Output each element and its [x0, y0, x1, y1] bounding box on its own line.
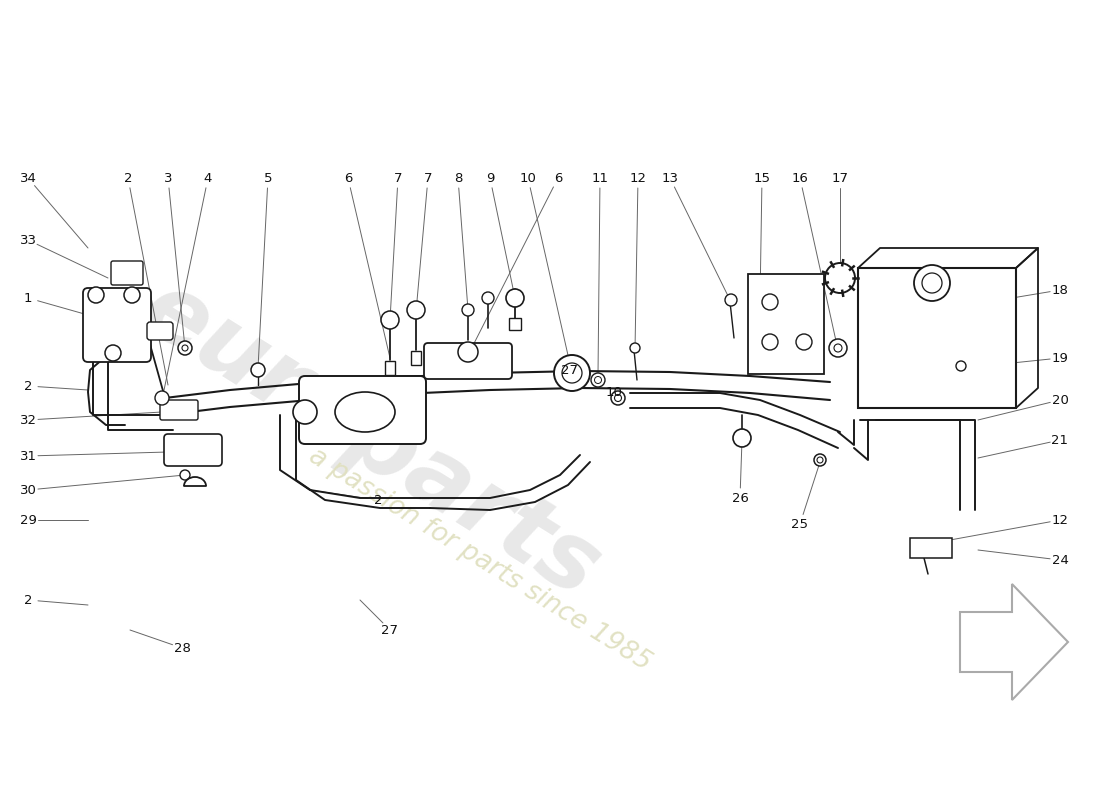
Circle shape	[462, 304, 474, 316]
Circle shape	[630, 343, 640, 353]
Text: 6: 6	[553, 171, 562, 185]
Circle shape	[381, 311, 399, 329]
Text: 31: 31	[20, 450, 36, 462]
Circle shape	[180, 470, 190, 480]
FancyBboxPatch shape	[424, 343, 512, 379]
Circle shape	[124, 287, 140, 303]
Circle shape	[458, 342, 478, 362]
FancyBboxPatch shape	[164, 434, 222, 466]
Text: 24: 24	[1052, 554, 1068, 566]
Text: 4: 4	[204, 171, 212, 185]
Circle shape	[610, 391, 625, 405]
Text: 27: 27	[561, 363, 579, 377]
FancyBboxPatch shape	[111, 261, 143, 285]
Circle shape	[554, 355, 590, 391]
Text: 10: 10	[519, 171, 537, 185]
Text: 1: 1	[24, 291, 32, 305]
Text: 2: 2	[374, 494, 383, 506]
Circle shape	[825, 263, 855, 293]
Text: 12: 12	[629, 171, 647, 185]
Circle shape	[182, 345, 188, 351]
Circle shape	[814, 454, 826, 466]
Text: 15: 15	[754, 171, 770, 185]
Circle shape	[796, 334, 812, 350]
Text: 33: 33	[20, 234, 36, 246]
Text: 11: 11	[592, 171, 608, 185]
Circle shape	[615, 394, 622, 402]
Circle shape	[562, 363, 582, 383]
Text: europarts: europarts	[124, 262, 616, 618]
Text: 21: 21	[1052, 434, 1068, 446]
Bar	[509, 318, 521, 330]
Text: 34: 34	[20, 171, 36, 185]
Circle shape	[293, 400, 317, 424]
Text: 25: 25	[792, 518, 808, 530]
FancyBboxPatch shape	[160, 400, 198, 420]
Bar	[411, 351, 421, 365]
Circle shape	[725, 294, 737, 306]
FancyBboxPatch shape	[82, 288, 151, 362]
Text: 18: 18	[1052, 283, 1068, 297]
Text: a passion for parts since 1985: a passion for parts since 1985	[305, 443, 656, 677]
Circle shape	[155, 391, 169, 405]
Circle shape	[762, 334, 778, 350]
Circle shape	[834, 344, 842, 352]
Circle shape	[817, 457, 823, 463]
Text: 16: 16	[792, 171, 808, 185]
Bar	[858, 268, 1016, 408]
Text: 27: 27	[382, 623, 398, 637]
Text: 20: 20	[1052, 394, 1068, 406]
Text: 7: 7	[394, 171, 403, 185]
Circle shape	[914, 265, 950, 301]
Text: 3: 3	[164, 171, 173, 185]
FancyBboxPatch shape	[147, 322, 173, 340]
Text: 10: 10	[606, 386, 623, 398]
Text: 28: 28	[174, 642, 190, 654]
Text: 9: 9	[486, 171, 494, 185]
Bar	[385, 361, 395, 375]
Text: 17: 17	[832, 171, 848, 185]
Text: 13: 13	[661, 171, 679, 185]
Text: 2: 2	[24, 379, 32, 393]
Circle shape	[594, 377, 602, 383]
Circle shape	[733, 429, 751, 447]
Text: 2: 2	[24, 594, 32, 606]
Circle shape	[922, 273, 942, 293]
Text: 30: 30	[20, 483, 36, 497]
Text: 12: 12	[1052, 514, 1068, 526]
Circle shape	[407, 301, 425, 319]
Text: 2: 2	[123, 171, 132, 185]
Circle shape	[956, 361, 966, 371]
Text: 5: 5	[264, 171, 273, 185]
Circle shape	[591, 373, 605, 387]
Text: 32: 32	[20, 414, 36, 426]
FancyBboxPatch shape	[299, 376, 426, 444]
Bar	[910, 538, 952, 558]
Circle shape	[104, 345, 121, 361]
Text: 29: 29	[20, 514, 36, 526]
Circle shape	[251, 363, 265, 377]
Circle shape	[178, 341, 192, 355]
Text: 6: 6	[344, 171, 352, 185]
Circle shape	[88, 287, 104, 303]
Circle shape	[762, 294, 778, 310]
Circle shape	[482, 292, 494, 304]
Circle shape	[829, 339, 847, 357]
Text: 7: 7	[424, 171, 432, 185]
Text: 26: 26	[732, 491, 748, 505]
Text: 19: 19	[1052, 351, 1068, 365]
Text: 8: 8	[454, 171, 462, 185]
Bar	[748, 274, 824, 374]
Circle shape	[506, 289, 524, 307]
